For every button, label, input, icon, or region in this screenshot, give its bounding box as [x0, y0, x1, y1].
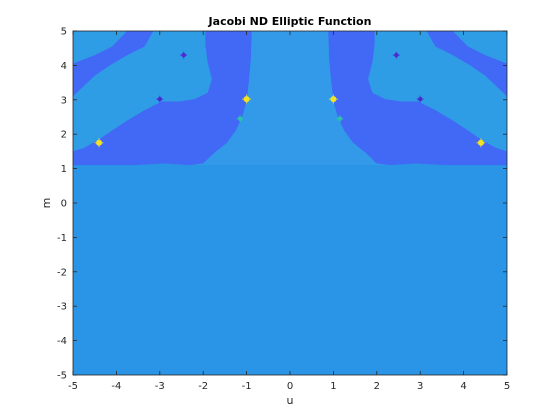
x-tick-label: -3	[155, 381, 165, 392]
regions-layer	[73, 31, 507, 166]
plot-area	[73, 31, 507, 375]
peak-marker-cross	[94, 138, 104, 148]
peak-markers-layer	[94, 51, 486, 148]
y-axis-label: m	[40, 198, 53, 209]
corner-wedge-right	[452, 31, 507, 64]
x-tick-label: -5	[68, 381, 78, 392]
peak-marker-cross	[328, 94, 338, 104]
x-tick-label: -4	[111, 381, 121, 392]
x-tick-label: -1	[242, 381, 252, 392]
x-axis-label: u	[287, 394, 294, 407]
peak-marker-cross	[236, 115, 244, 123]
y-axis-ticks: -5 -4 -3 -2 -1 0 1 2 3 4 5	[57, 27, 507, 382]
peak-marker-cross	[156, 95, 164, 103]
y-tick-label: -1	[57, 233, 67, 244]
y-tick-label: -3	[57, 302, 67, 313]
y-tick-label: 0	[61, 199, 67, 210]
x-axis-ticks: -5 -4 -3 -2 -1 0 1 2 3 4 5	[68, 31, 510, 392]
chart-title: Jacobi ND Elliptic Function	[208, 15, 372, 28]
y-tick-label: 2	[61, 130, 67, 141]
x-tick-label: 5	[504, 381, 510, 392]
y-tick-label: -2	[57, 267, 67, 278]
peak-marker-cross	[416, 95, 424, 103]
y-tick-label: 5	[61, 27, 67, 38]
middle-column	[190, 31, 390, 166]
peak-marker-cross	[180, 51, 188, 59]
x-tick-label: 2	[374, 381, 380, 392]
corner-wedge-left	[73, 31, 128, 64]
y-tick-label: 1	[61, 164, 67, 175]
y-tick-label: -4	[57, 336, 67, 347]
y-tick-label: 3	[61, 95, 67, 106]
light-band-right	[368, 31, 507, 152]
x-tick-label: 4	[460, 381, 466, 392]
peak-marker-cross	[242, 94, 252, 104]
x-tick-label: 0	[287, 381, 293, 392]
peak-marker-cross	[392, 51, 400, 59]
y-tick-label: 4	[61, 61, 67, 72]
x-tick-label: 3	[417, 381, 423, 392]
peak-marker-cross	[476, 138, 486, 148]
y-tick-label: -5	[57, 371, 67, 382]
light-band-left	[73, 31, 212, 152]
x-tick-label: 1	[330, 381, 336, 392]
x-tick-label: -2	[198, 381, 208, 392]
peak-marker-cross	[336, 115, 344, 123]
